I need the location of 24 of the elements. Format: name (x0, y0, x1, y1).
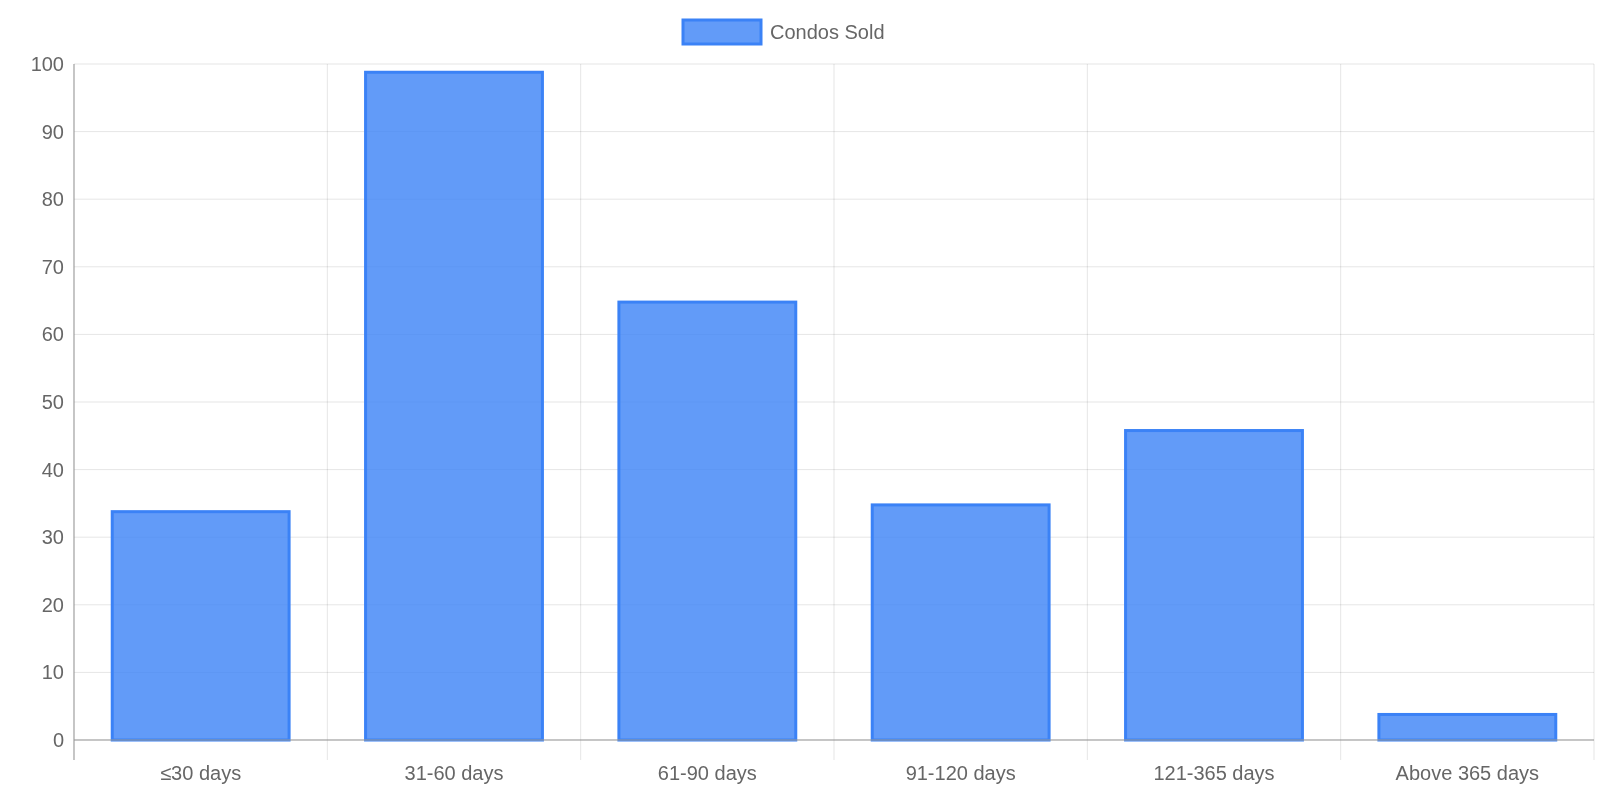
y-tick-label: 60 (41, 323, 64, 346)
y-tick-label: 10 (41, 661, 64, 684)
bar (870, 503, 1051, 742)
x-tick-label: ≤30 days (160, 762, 242, 784)
y-tick-label: 90 (41, 120, 64, 143)
bar (1124, 429, 1304, 742)
x-tick-label: Above 365 days (1395, 762, 1540, 784)
x-tick-label: 121-365 days (1153, 762, 1275, 784)
y-tick-label: 80 (41, 188, 64, 211)
x-tick-label: 91-120 days (905, 762, 1016, 784)
y-tick-label: 0 (52, 729, 64, 751)
bar (110, 510, 291, 742)
y-tick-label: 50 (41, 391, 64, 413)
y-tick-label: 30 (41, 526, 64, 549)
bar (364, 70, 544, 742)
y-tick-label: 40 (41, 458, 64, 481)
bar (617, 300, 798, 742)
x-tick-label: 61-90 days (657, 762, 757, 784)
x-tick-label: 31-60 days (404, 762, 504, 784)
y-tick-label: 20 (41, 593, 64, 616)
y-tick-label: 70 (41, 255, 64, 278)
bar (1377, 712, 1558, 742)
y-tick-label: 100 (30, 53, 64, 75)
legend-label: Condos Sold (770, 21, 885, 43)
